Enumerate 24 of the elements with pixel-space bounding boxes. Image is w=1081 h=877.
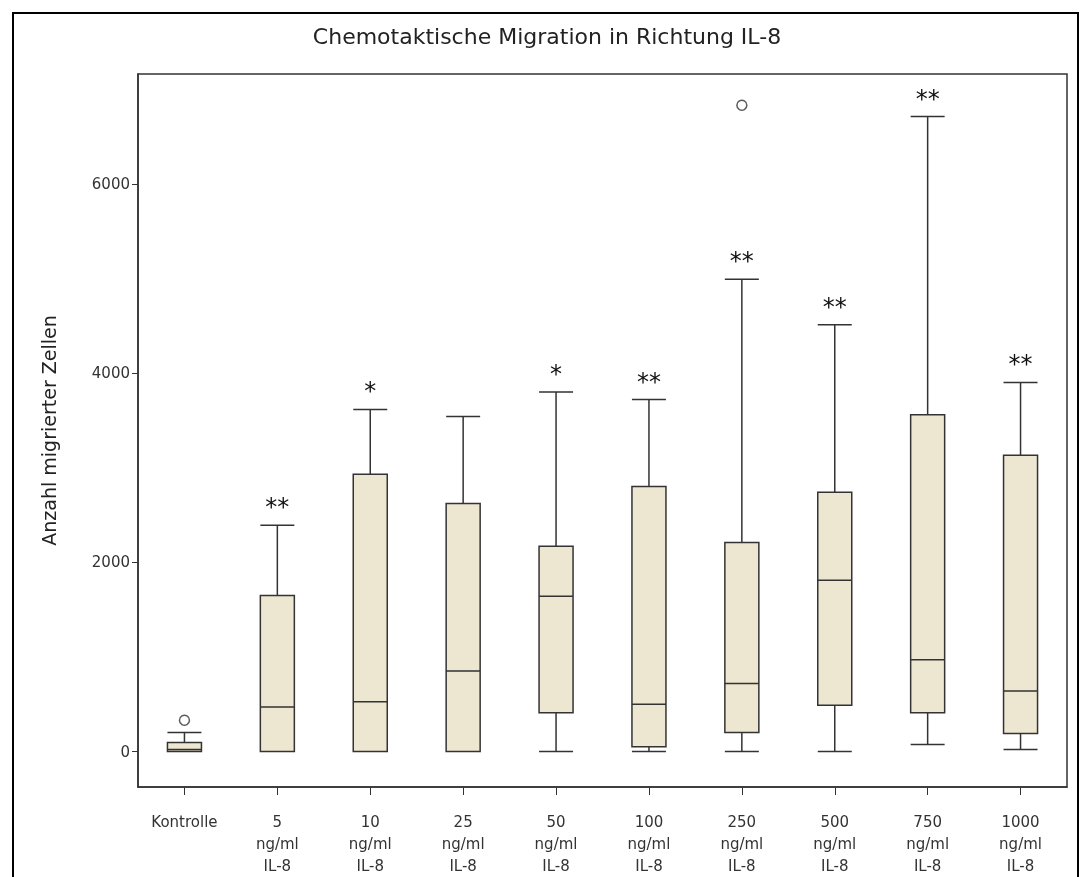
x-tick-label: 25 ng/ml IL-8 <box>441 813 485 875</box>
annotation: ** <box>265 493 290 522</box>
x-tick-label: 10 ng/ml IL-8 <box>348 813 392 875</box>
chart-title: Chemotaktische Migration in Richtung IL-8 <box>312 23 782 49</box>
y-tick-label: 0 <box>120 742 130 761</box>
y-tick-label: 4000 <box>91 364 130 383</box>
x-tick-label: 250 ng/ml IL-8 <box>720 813 764 875</box>
annotation: ** <box>729 247 754 276</box>
y-axis-title: Anzahl migrierter Zellen <box>37 315 60 546</box>
x-tick-label: 750 ng/ml IL-8 <box>906 813 950 875</box>
x-tick-label: 100 ng/ml IL-8 <box>627 813 671 875</box>
annotation: ** <box>915 84 940 113</box>
annotation: ** <box>822 292 847 321</box>
x-tick-label: 500 ng/ml IL-8 <box>813 813 857 875</box>
y-tick-label: 2000 <box>91 553 130 572</box>
x-tick-label: Kontrolle <box>151 813 218 831</box>
annotation: * <box>550 359 563 388</box>
annotation: ** <box>636 367 661 396</box>
y-tick-label: 6000 <box>91 174 130 193</box>
annotation: ** <box>1008 350 1033 379</box>
x-tick-label: 1000 ng/ml IL-8 <box>999 813 1042 875</box>
x-tick-label: 5 ng/ml IL-8 <box>255 813 299 875</box>
x-tick-label: 50 ng/ml IL-8 <box>534 813 578 875</box>
annotation: * <box>364 377 377 406</box>
